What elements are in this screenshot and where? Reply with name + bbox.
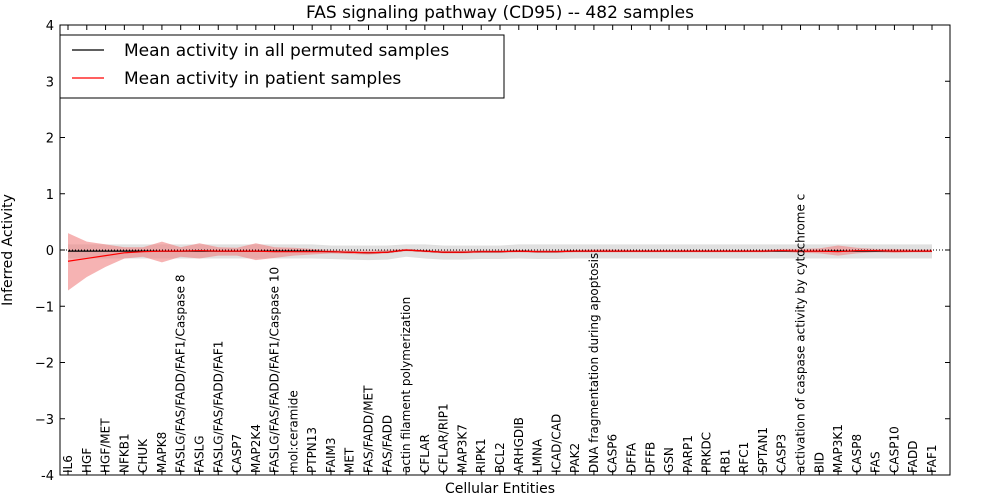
x-category-label: DFFB bbox=[643, 442, 657, 473]
legend-label-permuted: Mean activity in all permuted samples bbox=[124, 41, 449, 61]
x-category-label: FAS/FADD bbox=[380, 415, 394, 473]
legend-box bbox=[59, 34, 505, 99]
x-category-label: FAS bbox=[869, 451, 883, 473]
x-category-label: FADD bbox=[906, 441, 920, 474]
x-category-label: BCL2 bbox=[493, 442, 507, 473]
x-category-label: FASLG bbox=[192, 435, 206, 473]
x-category-label: HGF/MET bbox=[99, 418, 113, 473]
x-axis-title: Cellular Entities bbox=[445, 481, 555, 497]
x-category-label: FASLG/FAS/FADD/FAF1/Caspase 10 bbox=[268, 267, 282, 473]
x-category-label: CASP8 bbox=[850, 434, 864, 473]
x-category-label: RB1 bbox=[718, 449, 732, 473]
x-category-label: activation of caspase activity by cytoch… bbox=[794, 194, 808, 473]
x-category-label: RIPK1 bbox=[474, 438, 488, 473]
x-category-label: CASP3 bbox=[775, 434, 789, 473]
x-category-label: PRKDC bbox=[700, 432, 714, 473]
x-axis-ticks: IL6 HGF HGF/MET NFKB1 CHUK MAPK8 FASLG/FAS/FAD… bbox=[61, 25, 939, 475]
x-category-label: FAS/FADD/MET bbox=[362, 385, 376, 473]
x-category-label: CASP10 bbox=[887, 426, 901, 473]
x-category-label: FAF1 bbox=[925, 444, 939, 473]
x-category-label: mol:ceramide bbox=[286, 390, 300, 473]
x-category-label: ARHGDIB bbox=[512, 417, 526, 473]
y-tick-label: 0 bbox=[46, 244, 54, 259]
x-category-label: MET bbox=[343, 447, 357, 473]
y-axis-title: Inferred Activity bbox=[0, 194, 16, 306]
x-category-label: MAP2K4 bbox=[249, 424, 263, 473]
x-category-label: CFLAR bbox=[418, 434, 432, 473]
y-tick-label: −1 bbox=[35, 300, 54, 315]
x-category-label: CASP7 bbox=[230, 434, 244, 473]
legend-label-patient: Mean activity in patient samples bbox=[124, 69, 401, 89]
y-tick-label: 3 bbox=[46, 75, 54, 90]
legend: Mean activity in all permuted samples Me… bbox=[59, 34, 505, 99]
x-category-label: RFC1 bbox=[737, 442, 751, 473]
x-category-label: FASLG/FAS/FADD/FAF1 bbox=[211, 341, 225, 473]
x-category-label: CASP6 bbox=[606, 434, 620, 473]
plot-frame bbox=[59, 24, 951, 476]
series-lines bbox=[67, 249, 932, 262]
x-category-label: MAP3K7 bbox=[455, 424, 469, 473]
x-category-label: HGF bbox=[80, 448, 94, 473]
x-category-label: CFLAR/RIP1 bbox=[437, 403, 451, 473]
x-category-label: CHUK bbox=[136, 438, 150, 473]
chart-title: FAS signaling pathway (CD95) -- 482 samp… bbox=[306, 3, 694, 23]
x-category-label: SPTAN1 bbox=[756, 427, 770, 473]
x-category-label: actin filament polymerization bbox=[399, 297, 413, 473]
y-tick-label: 1 bbox=[46, 188, 54, 203]
x-category-label: PTPN13 bbox=[305, 427, 319, 473]
x-category-label: NFKB1 bbox=[117, 433, 131, 473]
x-category-label: LMNA bbox=[531, 438, 545, 473]
x-category-label: MAPK8 bbox=[155, 432, 169, 473]
x-category-label: FAIM3 bbox=[324, 437, 338, 473]
x-category-label: DFFA bbox=[624, 442, 638, 473]
x-category-label: GSN bbox=[662, 447, 676, 473]
x-category-label: BID bbox=[812, 452, 826, 473]
x-category-label: PARP1 bbox=[681, 435, 695, 473]
series-line-1 bbox=[67, 249, 932, 262]
x-category-label: PAK2 bbox=[568, 443, 582, 473]
x-category-label: IL6 bbox=[61, 455, 75, 473]
band-series-1 bbox=[68, 233, 932, 291]
y-tick-label: −3 bbox=[35, 413, 54, 428]
y-tick-label: 2 bbox=[46, 132, 54, 147]
y-tick-label: −2 bbox=[35, 357, 54, 372]
x-category-label: MAP3K1 bbox=[831, 424, 845, 473]
y-tick-label: 4 bbox=[46, 19, 54, 34]
x-category-label: FASLG/FAS/FADD/FAF1/Caspase 8 bbox=[174, 275, 188, 474]
x-category-label: ICAD/CAD bbox=[549, 414, 563, 473]
y-tick-label: -4 bbox=[41, 469, 54, 484]
x-category-label: DNA fragmentation during apoptosis bbox=[587, 253, 601, 473]
